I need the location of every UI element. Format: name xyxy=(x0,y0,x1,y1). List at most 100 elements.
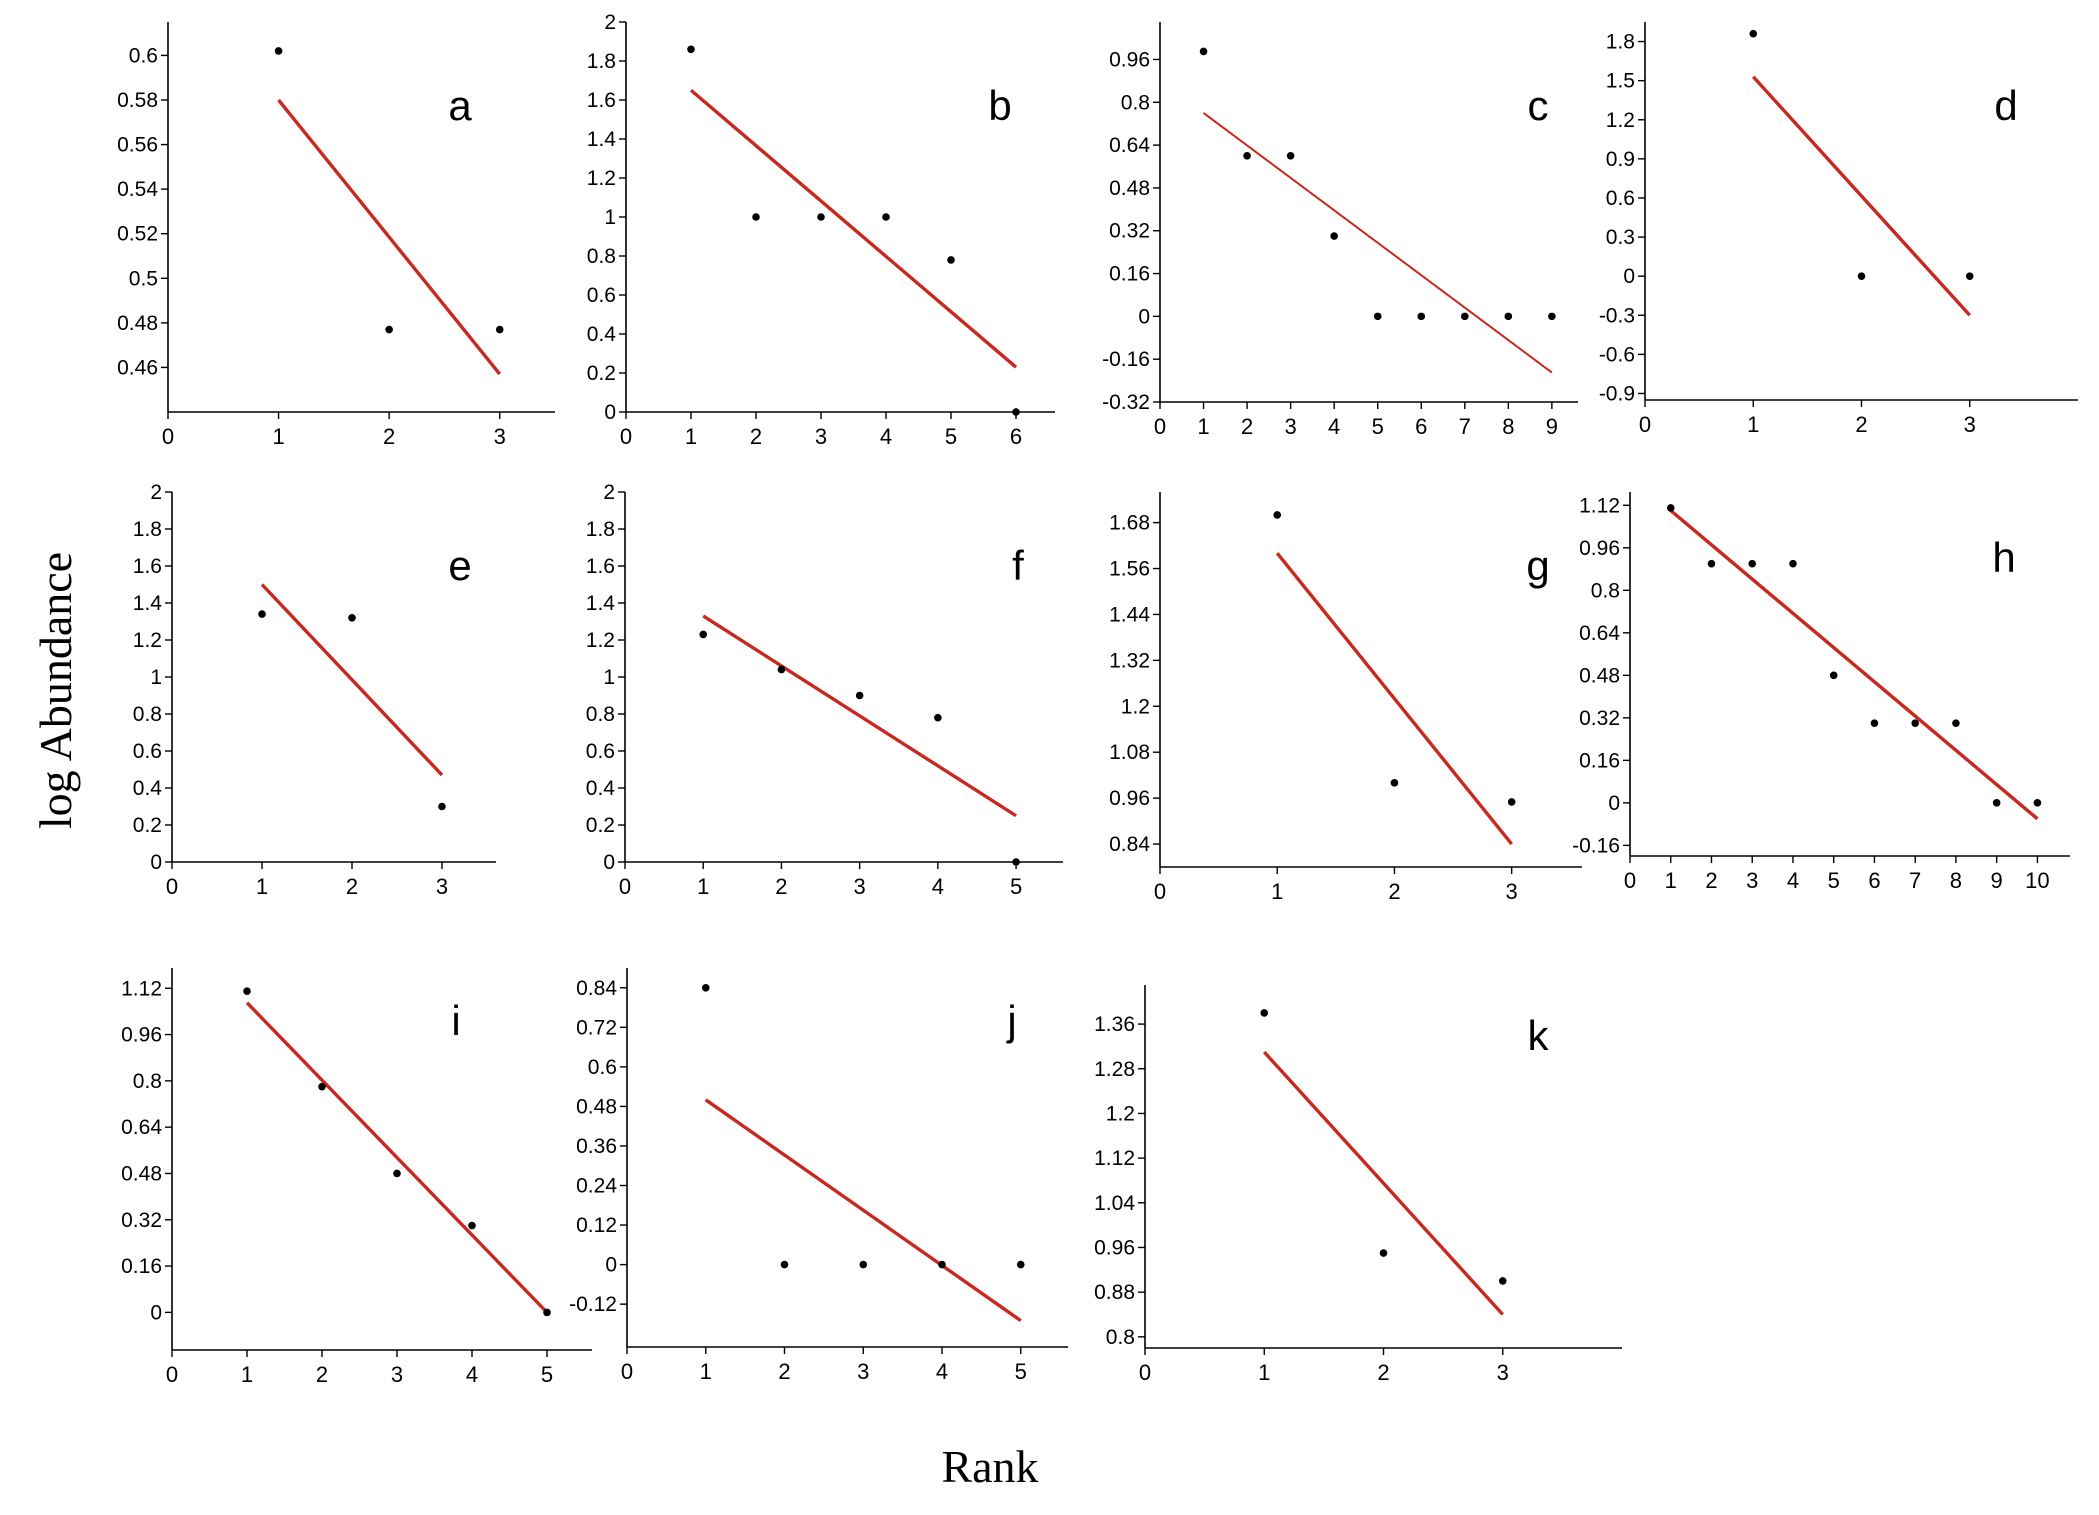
data-point xyxy=(1273,511,1282,519)
panel-letter: b xyxy=(988,82,1011,129)
x-tick-label: 4 xyxy=(466,1362,478,1387)
x-tick-label: 3 xyxy=(391,1362,403,1387)
data-point xyxy=(468,1221,476,1230)
data-point xyxy=(934,713,942,722)
x-tick-label: 9 xyxy=(1546,414,1558,439)
panel-a: 0.46 0.48 0.5 0.52 0.54 0.56 0.58 0.6 0 1 2 3 a xyxy=(117,22,555,449)
trend-line xyxy=(1669,509,2039,821)
panel-i: 0 0.16 0.32 0.48 0.64 0.8 0.96 1.12 0 1 2 3 4 5 i xyxy=(121,968,592,1387)
y-tick-label: 1.4 xyxy=(587,128,617,151)
data-point xyxy=(348,614,356,622)
data-point xyxy=(495,325,504,334)
data-point xyxy=(1379,1249,1388,1257)
data-point xyxy=(2033,799,2042,807)
trend-line xyxy=(245,1001,549,1314)
y-tick-label: 1.2 xyxy=(1121,695,1150,718)
data-point xyxy=(1199,47,1208,56)
y-tick-label: 0.8 xyxy=(133,1070,162,1093)
panel-e: 0 0.2 0.4 0.6 0.8 1 1.2 1.4 1.6 1.8 2 0 1 2 3 e xyxy=(133,481,496,899)
data-point xyxy=(1707,559,1716,568)
data-point xyxy=(1330,232,1338,240)
y-tick-label: 1.8 xyxy=(586,518,615,541)
x-tick-label: 3 xyxy=(857,1359,869,1384)
y-tick-label: 1.04 xyxy=(1094,1192,1135,1215)
y-tick-label: -0.9 xyxy=(1599,382,1635,405)
x-tick-label: 4 xyxy=(932,874,944,899)
y-tick-label: 1.56 xyxy=(1109,558,1150,581)
y-tick-label: 0.6 xyxy=(588,1056,617,1079)
y-tick-label: 0.56 xyxy=(117,134,158,157)
data-point xyxy=(855,691,864,700)
y-tick-label: -0.16 xyxy=(1572,834,1620,857)
y-tick-label: 0.6 xyxy=(586,740,615,763)
y-tick-label: 1.5 xyxy=(1606,70,1635,93)
y-tick-label: 0.88 xyxy=(1094,1281,1135,1304)
data-point xyxy=(393,1169,401,1178)
y-tick-label: 0.48 xyxy=(117,312,158,335)
data-point xyxy=(1012,858,1020,866)
y-tick-label: 0.6 xyxy=(129,44,158,67)
panel-letter: j xyxy=(1005,997,1016,1044)
x-tick-label: 2 xyxy=(1241,414,1253,439)
panel-letter: h xyxy=(1992,534,2015,581)
x-tick-label: 5 xyxy=(541,1362,553,1387)
data-point xyxy=(1373,312,1382,321)
y-tick-label: 1.12 xyxy=(1579,494,1620,517)
panel-letter: a xyxy=(448,82,472,129)
trend-line xyxy=(704,1098,1022,1323)
x-tick-label: 0 xyxy=(162,424,174,449)
x-tick-label: 5 xyxy=(1372,414,1384,439)
x-axis-label: Rank xyxy=(941,1441,1039,1492)
data-point xyxy=(318,1082,326,1091)
y-tick-label: 2 xyxy=(603,481,615,504)
y-tick-label: 0.16 xyxy=(121,1255,162,1278)
x-tick-label: 3 xyxy=(1506,879,1518,904)
y-tick-label: 1.8 xyxy=(1606,31,1635,54)
x-tick-label: 0 xyxy=(620,424,632,449)
data-point xyxy=(699,630,708,639)
trend-line xyxy=(1275,552,1513,846)
data-point xyxy=(1498,1277,1507,1285)
y-tick-label: 0.8 xyxy=(586,703,615,726)
data-point xyxy=(1504,312,1513,321)
y-tick-label: 0.84 xyxy=(576,977,617,1000)
y-tick-label: 0 xyxy=(605,1254,617,1277)
y-tick-label: 0.2 xyxy=(587,362,616,385)
y-tick-label: 0.6 xyxy=(1606,187,1635,210)
y-tick-label: 0 xyxy=(1138,305,1150,328)
y-tick-label: 0 xyxy=(1608,792,1620,815)
x-tick-label: 2 xyxy=(1855,412,1867,437)
data-point xyxy=(1911,719,1919,727)
panel-letter: i xyxy=(451,997,460,1044)
data-point xyxy=(1829,671,1838,680)
y-tick-label: 0.4 xyxy=(587,323,617,346)
x-tick-label: 1 xyxy=(697,874,709,899)
data-point xyxy=(1460,312,1469,321)
x-tick-label: 2 xyxy=(750,424,762,449)
x-tick-label: 5 xyxy=(1828,868,1840,893)
data-point xyxy=(1857,272,1866,280)
data-point xyxy=(1260,1009,1269,1017)
y-tick-label: 1 xyxy=(150,666,162,689)
data-point xyxy=(1870,719,1879,727)
x-tick-label: 1 xyxy=(1665,868,1677,893)
x-tick-label: 4 xyxy=(1787,868,1799,893)
y-tick-label: 0.64 xyxy=(1109,134,1150,157)
x-tick-label: 0 xyxy=(619,874,631,899)
trend-line xyxy=(1262,1050,1505,1316)
y-tick-label: 1.8 xyxy=(133,518,162,541)
y-tick-label: 0.36 xyxy=(576,1135,617,1158)
y-tick-label: 0 xyxy=(150,851,162,874)
y-tick-label: 1.2 xyxy=(1106,1102,1135,1125)
y-tick-label: 0.6 xyxy=(587,284,616,307)
x-tick-label: 4 xyxy=(880,424,892,449)
x-tick-label: 5 xyxy=(1010,874,1022,899)
y-tick-label: 0.48 xyxy=(1579,664,1620,687)
y-tick-label: 0.52 xyxy=(117,223,158,246)
panel-k: 0.8 0.88 0.96 1.04 1.12 1.2 1.28 1.36 0 1 2 3 k xyxy=(1094,985,1622,1385)
x-tick-label: 3 xyxy=(494,424,506,449)
y-tick-label: 0.64 xyxy=(121,1116,162,1139)
y-tick-label: 0 xyxy=(150,1301,162,1324)
